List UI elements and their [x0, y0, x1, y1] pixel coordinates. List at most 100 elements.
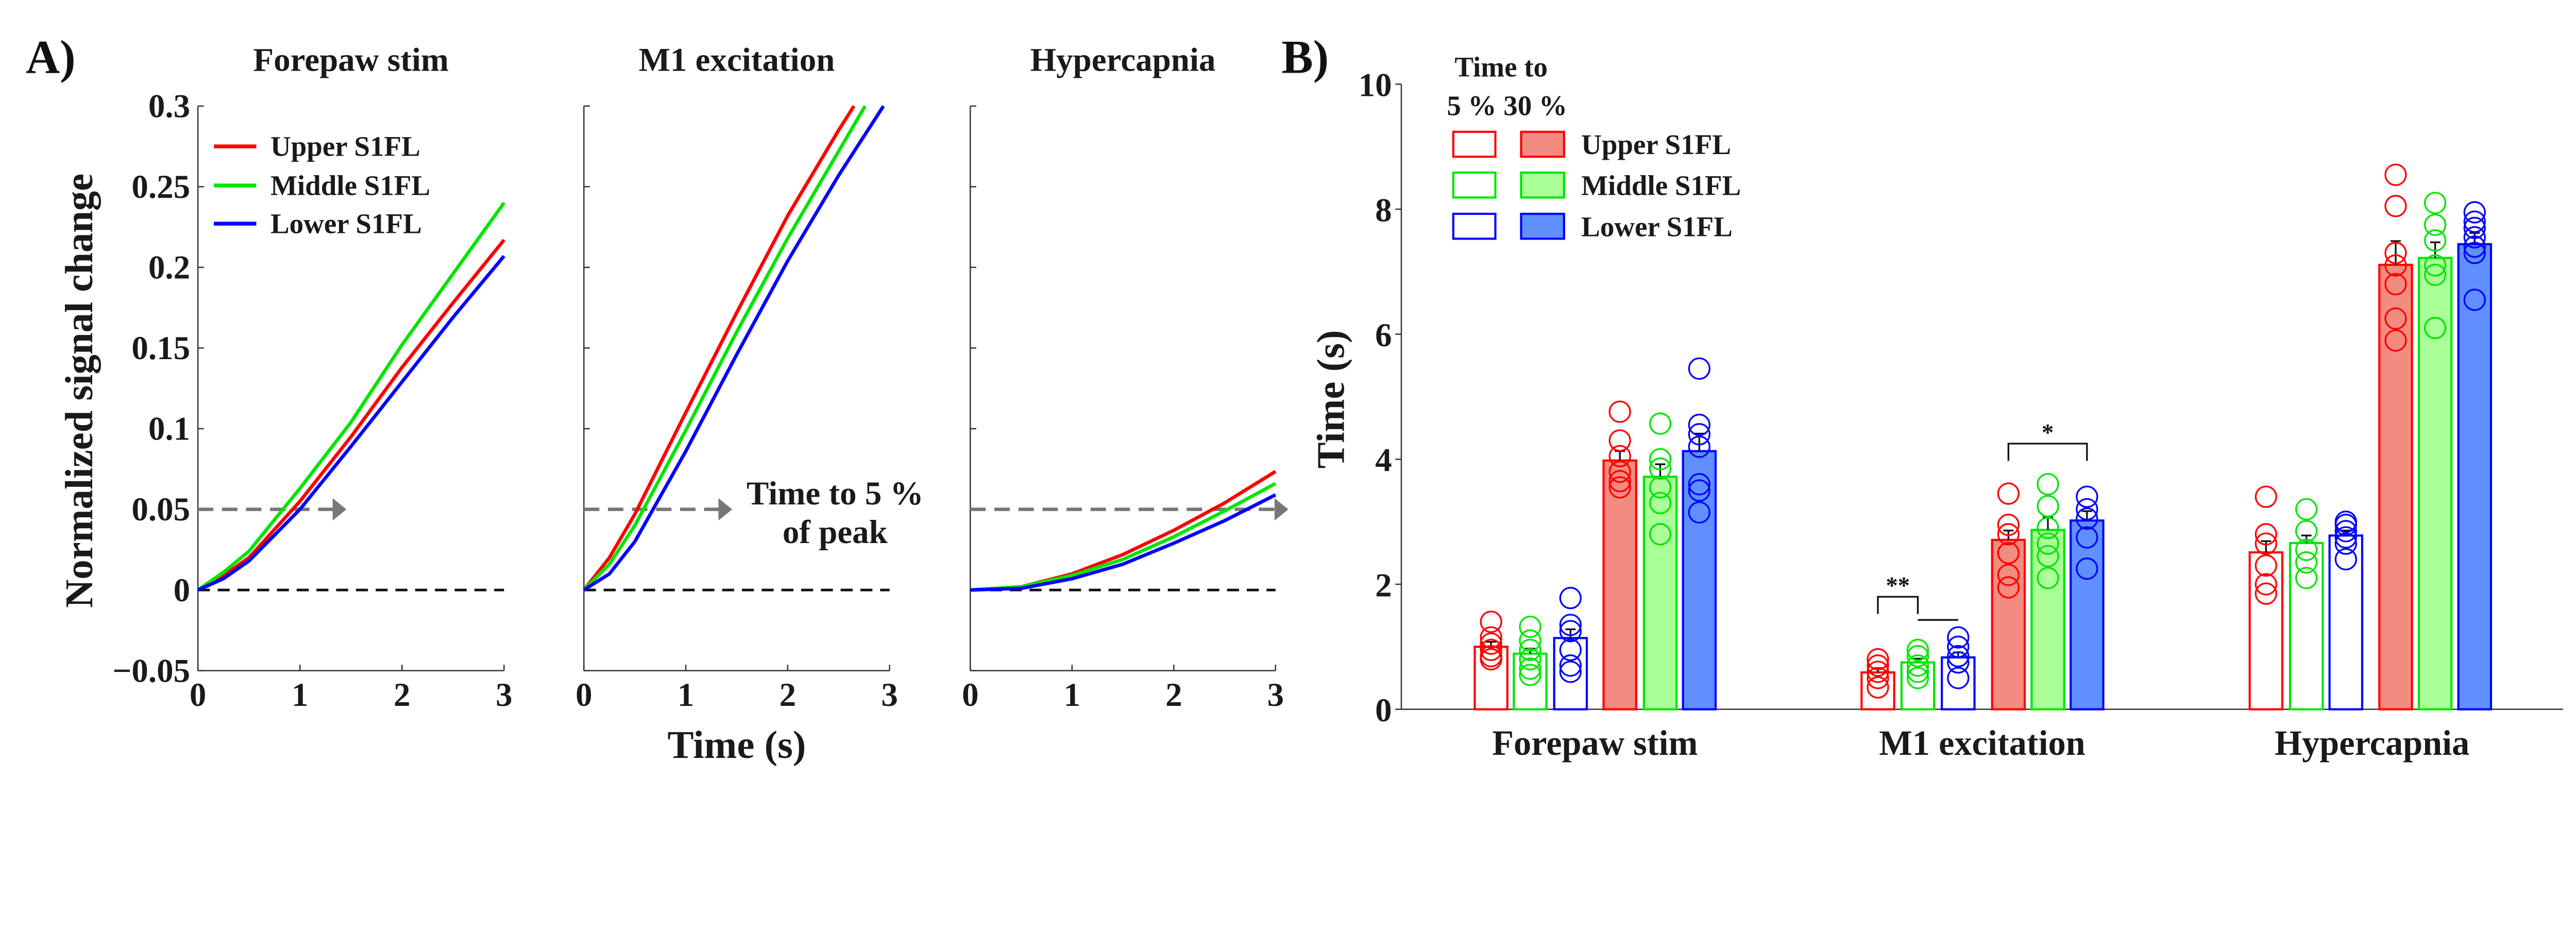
x-tick-label: 1 — [677, 677, 694, 714]
data-point — [2384, 329, 2407, 352]
legend-swatch-filled — [1520, 171, 1565, 199]
data-point — [2255, 582, 2277, 605]
data-point — [2463, 216, 2486, 240]
y-tick-label: 0.05 — [131, 491, 190, 528]
significance-label: ** — [1886, 572, 1910, 599]
data-point — [2384, 254, 2407, 277]
data-point — [1559, 661, 1582, 683]
threshold-arrow-head — [332, 498, 347, 521]
data-point — [1649, 523, 1672, 546]
panel-b-bar-chart: 0 2 4 6 8 10 Forepaw stim M1 excitation Hypercap… — [1359, 51, 2563, 763]
panel-label-b: B) — [1281, 31, 1329, 83]
legend-label: Upper S1FL — [270, 130, 420, 162]
data-point — [2334, 548, 2357, 571]
data-point — [2037, 495, 2059, 517]
bar — [2070, 519, 2105, 711]
y-tick-label: 2 — [1375, 567, 1392, 604]
data-point — [1688, 435, 1710, 458]
data-point — [1997, 514, 2020, 536]
data-point — [1608, 470, 1631, 493]
x-tick-label: 0 — [190, 677, 207, 714]
data-point — [2384, 195, 2407, 217]
legend-a: Upper S1FL Middle S1FL Lower S1FL — [213, 130, 430, 239]
bar-group — [1473, 611, 1509, 711]
x-tick-label: 1 — [292, 677, 309, 714]
legend-header-1: Time to — [1454, 51, 1548, 82]
bar-group — [2457, 201, 2493, 711]
bar-group — [1991, 482, 2026, 711]
y-tick-label: 0.3 — [148, 88, 190, 125]
data-point — [1519, 629, 1541, 652]
data-point — [1947, 635, 1970, 658]
data-point — [2076, 485, 2098, 508]
legend-b: Time to 5 % 30 % Upper S1FL Middle S1FL Lowe… — [1447, 51, 1741, 242]
data-point — [1688, 357, 1710, 380]
data-point — [2255, 485, 2277, 508]
data-point — [2295, 498, 2318, 521]
series-line-middle-s1fl — [197, 201, 506, 591]
x-tick-label: 0 — [962, 677, 979, 714]
legend-label: Lower S1FL — [270, 208, 422, 239]
legend-swatch-filled — [1520, 212, 1565, 240]
subplot-title: M1 excitation — [639, 41, 835, 78]
data-point — [2037, 473, 2059, 496]
subplot-hypercapnia: Hypercapnia 0 1 2 3 — [962, 41, 1289, 714]
data-point — [2424, 254, 2447, 277]
y-tick-label: 8 — [1375, 192, 1392, 229]
significance-label: * — [2042, 419, 2054, 446]
data-point — [1688, 413, 1710, 436]
data-point — [1480, 638, 1502, 662]
category-label: Forepaw stim — [1492, 723, 1698, 763]
data-point — [2295, 567, 2318, 589]
data-point — [2384, 273, 2407, 296]
data-point — [2255, 573, 2277, 596]
y-tick-label: −0.05 — [112, 652, 190, 689]
data-point — [2076, 507, 2098, 530]
data-point — [1997, 542, 2020, 564]
annotation-line-1: Time to 5 % — [747, 475, 924, 512]
bar — [1473, 646, 1509, 711]
data-point — [2334, 520, 2357, 543]
threshold-arrow-head — [1274, 498, 1289, 521]
data-point — [1997, 523, 2020, 546]
data-point — [1608, 460, 1631, 483]
y-tick-label: 0.1 — [148, 411, 190, 448]
y-tick-label: 0.25 — [131, 168, 190, 206]
data-point — [1997, 482, 2020, 505]
data-point — [2424, 229, 2447, 252]
data-point — [1559, 654, 1582, 677]
bar-group — [2248, 485, 2284, 711]
legend-swatch-open — [1452, 171, 1497, 199]
y-tick-label: 0.15 — [131, 330, 190, 367]
data-point — [1997, 564, 2020, 586]
legend-header-2: 5 % 30 % — [1447, 90, 1567, 121]
bar-group — [1900, 638, 1936, 711]
data-point — [1480, 648, 1502, 671]
x-tick-label: 3 — [1267, 677, 1284, 714]
data-point — [1519, 664, 1541, 686]
data-point — [1559, 614, 1582, 636]
data-point — [1559, 620, 1582, 642]
data-point — [1480, 632, 1502, 655]
data-point — [2037, 567, 2059, 589]
data-point — [1688, 473, 1710, 496]
legend-label: Lower S1FL — [1581, 211, 1733, 242]
bar-group — [2328, 510, 2364, 711]
bar-group — [1513, 615, 1548, 711]
data-point — [1519, 638, 1541, 662]
legend-label: Middle S1FL — [270, 170, 430, 201]
series-line-upper-s1fl — [582, 105, 856, 591]
data-point — [1649, 457, 1672, 480]
data-point — [2037, 517, 2059, 539]
bar-group — [1860, 648, 1895, 711]
bar-group — [1682, 357, 1717, 711]
bar-group — [2070, 485, 2105, 711]
series-line-lower-s1fl — [583, 105, 885, 591]
threshold-arrow-head — [718, 498, 733, 521]
category-label: M1 excitation — [1879, 723, 2085, 763]
data-point — [2255, 532, 2277, 555]
data-point — [1608, 429, 1631, 452]
significance-bracket: * — [2007, 419, 2088, 461]
legend-swatch-open — [1452, 212, 1497, 240]
data-point — [1649, 476, 1672, 499]
